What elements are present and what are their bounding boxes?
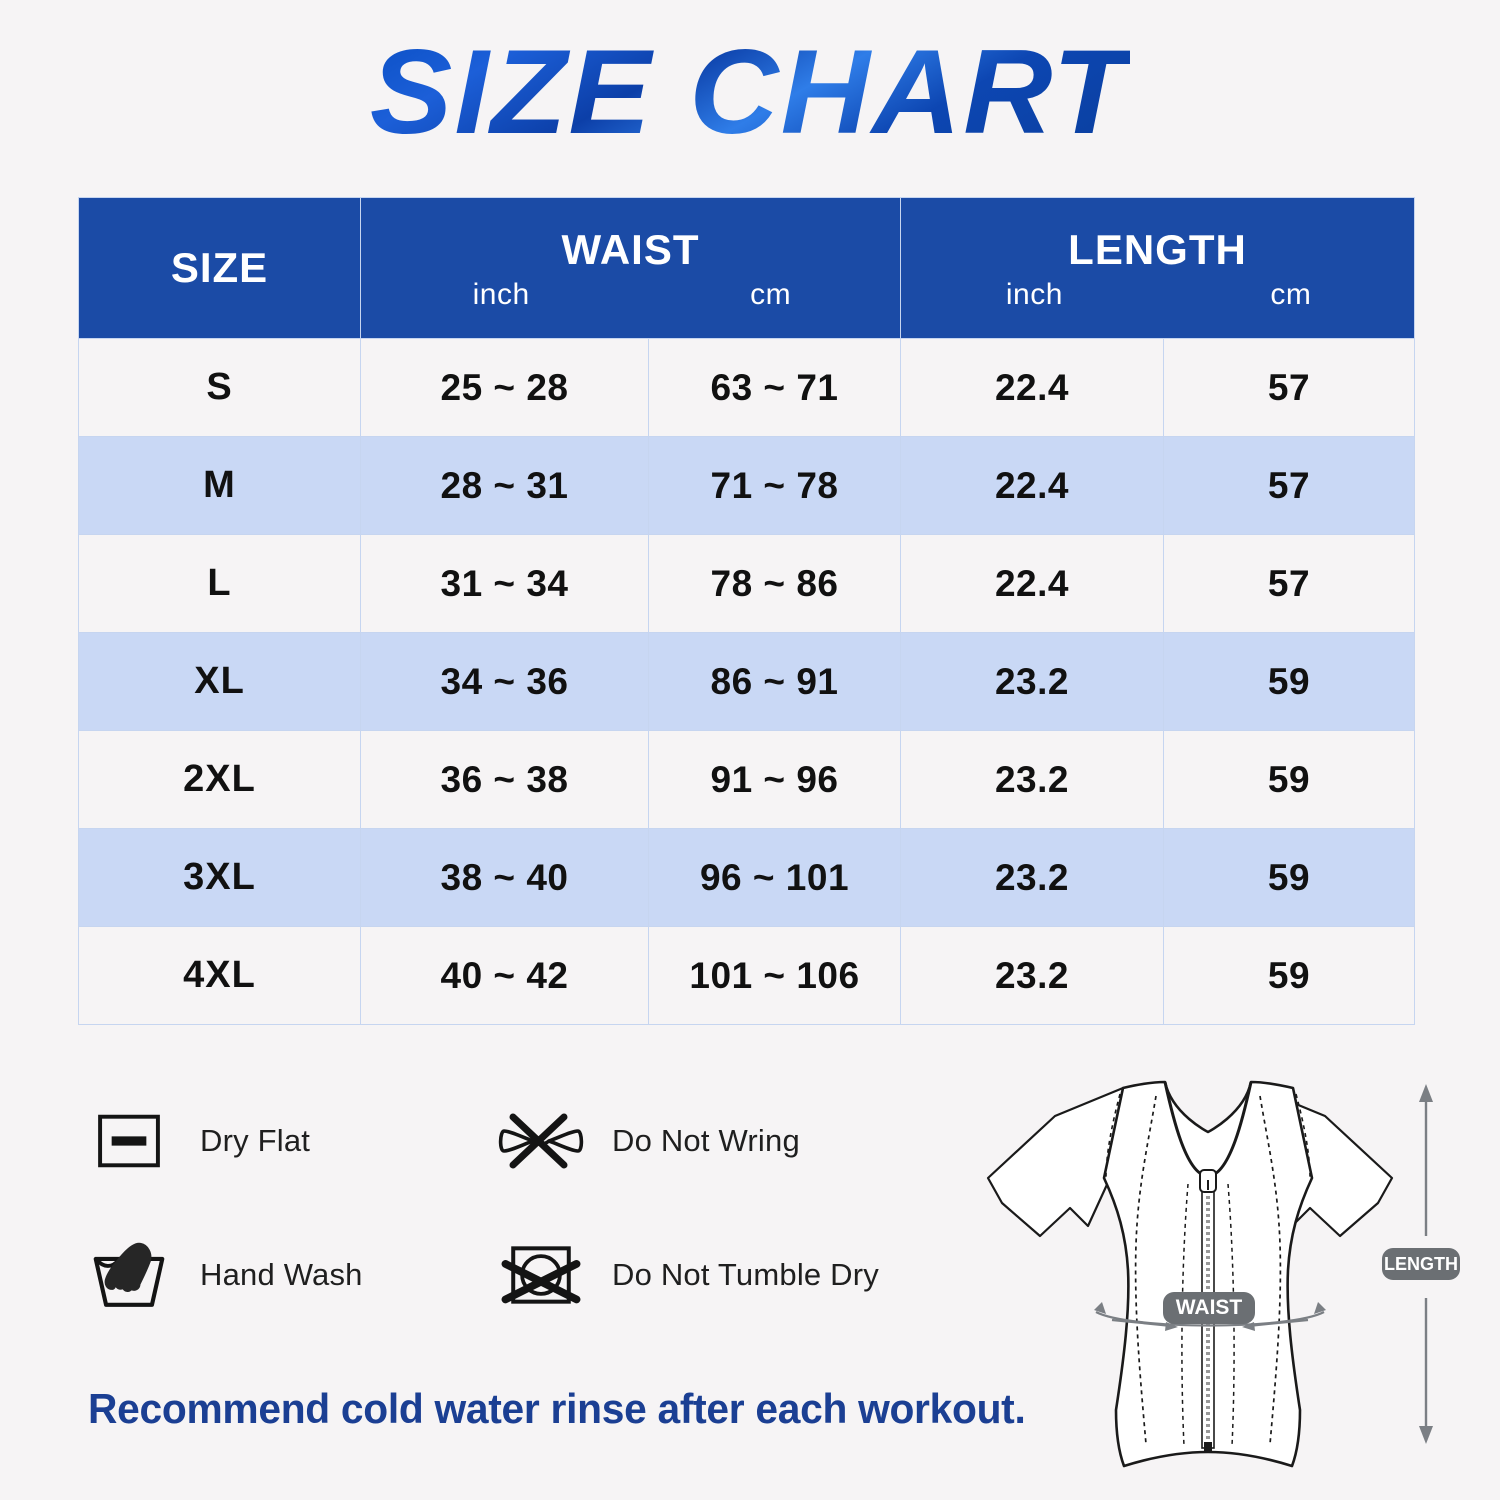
length-measure-arrow xyxy=(1419,1084,1433,1444)
cell-length-cm: 59 xyxy=(1163,926,1415,1025)
hand-wash-icon xyxy=(86,1232,172,1318)
size-chart-table: SIZE WAIST inch cm LENGTH inch xyxy=(78,197,1415,1025)
cell-length-cm: 59 xyxy=(1163,632,1415,731)
cell-waist-cm: 101 ~ 106 xyxy=(648,926,901,1025)
garment-cuff-left xyxy=(1001,1202,1041,1237)
cell-length-inch: 23.2 xyxy=(900,730,1164,829)
cell-waist-inch: 38 ~ 40 xyxy=(360,828,649,927)
column-header-group-length: LENGTH inch cm xyxy=(900,197,1415,339)
cell-waist-inch: 31 ~ 34 xyxy=(360,534,649,633)
cell-length-inch: 23.2 xyxy=(900,828,1164,927)
garment-seam-inner-left xyxy=(1181,1183,1189,1447)
cell-waist-inch: 28 ~ 31 xyxy=(360,436,649,535)
garment-seam-left xyxy=(1134,1095,1157,1445)
cell-waist-cm: 78 ~ 86 xyxy=(648,534,901,633)
table-row: XL 34 ~ 36 86 ~ 91 23.2 59 xyxy=(78,632,1415,731)
waist-measure-arrows xyxy=(1094,1302,1326,1331)
care-instructions: Dry Flat Do Not Wring xyxy=(86,1098,986,1366)
table-row: M 28 ~ 31 71 ~ 78 22.4 57 xyxy=(78,436,1415,535)
garment-seam-inner-right xyxy=(1227,1183,1235,1447)
dry-flat-icon xyxy=(86,1098,172,1184)
column-header-waist-title: WAIST xyxy=(561,225,700,273)
cell-waist-inch: 36 ~ 38 xyxy=(360,730,649,829)
length-badge: LENGTH xyxy=(1382,1248,1460,1280)
garment-left-sleeve xyxy=(986,1086,1125,1238)
column-header-length-inch: inch xyxy=(1005,278,1063,312)
waist-badge-label: WAIST xyxy=(1176,1296,1243,1319)
care-label-hand-wash: Hand Wash xyxy=(200,1257,363,1292)
table-header: SIZE WAIST inch cm LENGTH inch xyxy=(78,197,1415,339)
table-row: S 25 ~ 28 63 ~ 71 22.4 57 xyxy=(78,338,1415,437)
care-item-do-not-tumble-dry: Do Not Tumble Dry xyxy=(498,1232,958,1318)
cell-length-cm: 59 xyxy=(1163,730,1415,829)
cell-size: M xyxy=(78,436,361,535)
care-item-hand-wash: Hand Wash xyxy=(86,1232,498,1318)
column-header-length-title: LENGTH xyxy=(1068,225,1247,273)
cell-length-inch: 23.2 xyxy=(900,926,1164,1025)
cell-waist-inch: 25 ~ 28 xyxy=(360,338,649,437)
column-header-waist-inch: inch xyxy=(472,278,530,312)
table-body: S 25 ~ 28 63 ~ 71 22.4 57 M 28 ~ 31 71 ~… xyxy=(78,338,1415,1025)
care-item-do-not-wring: Do Not Wring xyxy=(498,1098,958,1184)
cell-size: 2XL xyxy=(78,730,361,829)
cell-waist-cm: 86 ~ 91 xyxy=(648,632,901,731)
garment-sleeve-seam-left xyxy=(1105,1093,1121,1179)
cell-waist-inch: 40 ~ 42 xyxy=(360,926,649,1025)
care-label-do-not-wring: Do Not Wring xyxy=(612,1123,800,1158)
garment-diagram: WAIST LENGTH xyxy=(960,1058,1460,1500)
column-header-size: SIZE xyxy=(78,197,361,339)
care-item-dry-flat: Dry Flat xyxy=(86,1098,498,1184)
cell-size: L xyxy=(78,534,361,633)
cell-length-cm: 57 xyxy=(1163,534,1415,633)
cell-waist-cm: 63 ~ 71 xyxy=(648,338,901,437)
care-label-dry-flat: Dry Flat xyxy=(200,1123,311,1158)
page-title: SIZE CHART xyxy=(370,24,1130,159)
size-chart-table-container: SIZE WAIST inch cm LENGTH inch xyxy=(78,197,1415,1025)
care-row-2: Hand Wash Do Not Tumble Dry xyxy=(86,1232,986,1318)
column-header-waist-cm: cm xyxy=(750,278,792,312)
cell-waist-cm: 96 ~ 101 xyxy=(648,828,901,927)
garment-seam-right xyxy=(1259,1095,1282,1445)
column-header-length-cm: cm xyxy=(1270,278,1312,312)
garment-cuff-right xyxy=(1339,1202,1379,1237)
length-badge-label: LENGTH xyxy=(1384,1254,1458,1274)
table-row: 4XL 40 ~ 42 101 ~ 106 23.2 59 xyxy=(78,926,1415,1025)
care-row-1: Dry Flat Do Not Wring xyxy=(86,1098,986,1184)
do-not-wring-icon xyxy=(498,1098,584,1184)
cell-size: 4XL xyxy=(78,926,361,1025)
cell-length-inch: 23.2 xyxy=(900,632,1164,731)
cell-length-cm: 59 xyxy=(1163,828,1415,927)
column-header-group-waist: WAIST inch cm xyxy=(360,197,901,339)
waist-badge: WAIST xyxy=(1163,1292,1255,1324)
garment-sleeve-seam-right xyxy=(1295,1093,1311,1179)
cell-waist-cm: 71 ~ 78 xyxy=(648,436,901,535)
cell-length-inch: 22.4 xyxy=(900,338,1164,437)
cell-length-cm: 57 xyxy=(1163,338,1415,437)
cell-waist-inch: 34 ~ 36 xyxy=(360,632,649,731)
cell-length-inch: 22.4 xyxy=(900,436,1164,535)
table-row: 3XL 38 ~ 40 96 ~ 101 23.2 59 xyxy=(78,828,1415,927)
cell-size: S xyxy=(78,338,361,437)
cell-waist-cm: 91 ~ 96 xyxy=(648,730,901,829)
recommendation-note: Recommend cold water rinse after each wo… xyxy=(88,1385,1026,1432)
care-label-do-not-tumble-dry: Do Not Tumble Dry xyxy=(612,1257,879,1292)
cell-size: XL xyxy=(78,632,361,731)
do-not-tumble-dry-icon xyxy=(498,1232,584,1318)
cell-size: 3XL xyxy=(78,828,361,927)
cell-length-inch: 22.4 xyxy=(900,534,1164,633)
title-bar: SIZE CHART xyxy=(0,0,1500,175)
table-row: 2XL 36 ~ 38 91 ~ 96 23.2 59 xyxy=(78,730,1415,829)
table-row: L 31 ~ 34 78 ~ 86 22.4 57 xyxy=(78,534,1415,633)
cell-length-cm: 57 xyxy=(1163,436,1415,535)
